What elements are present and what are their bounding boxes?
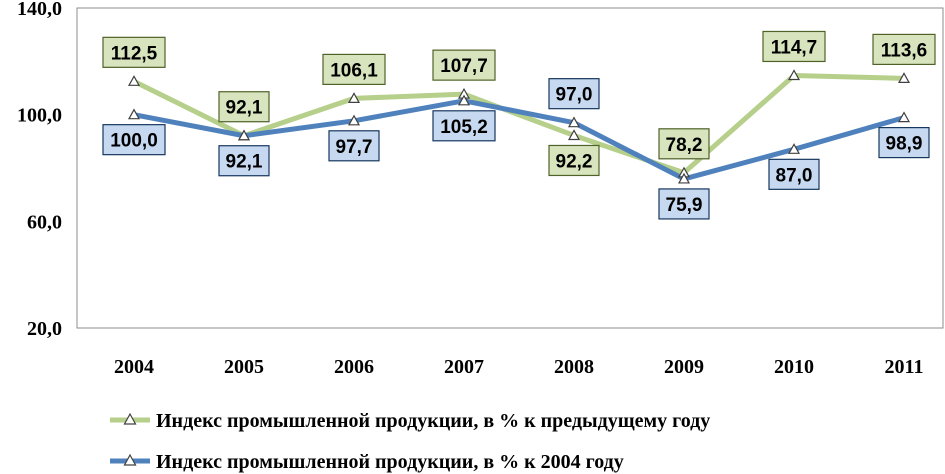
series-2004-line — [131, 98, 907, 182]
series-prev-year-marker — [567, 129, 581, 141]
series-prev-year-data-label: 113,6 — [872, 33, 936, 66]
series-2004-marker — [567, 116, 581, 128]
y-axis-ticks: 20,0 60,0 100,0 140,0 — [17, 0, 62, 340]
x-tick-label: 2009 — [664, 356, 704, 378]
series-2004-data-label: 92,1 — [218, 145, 270, 177]
series-2004-marker — [347, 114, 361, 126]
svg-text:75,9: 75,9 — [666, 195, 703, 216]
x-tick-label: 2011 — [885, 356, 924, 378]
x-tick-label: 2006 — [334, 356, 374, 378]
x-axis-ticks: 2004 2005 2006 2007 2008 2009 2010 2011 — [114, 356, 923, 378]
svg-text:112,5: 112,5 — [111, 43, 158, 64]
svg-text:113,6: 113,6 — [881, 40, 928, 61]
series-prev-year-line — [131, 72, 907, 176]
data-markers — [127, 69, 911, 184]
series-2004-marker — [897, 111, 911, 123]
y-tick-label: 20,0 — [27, 318, 62, 340]
plot-area — [76, 7, 944, 329]
series-2004-marker — [457, 94, 471, 106]
legend-label-2004: Индекс промышленной продукции, в % к 200… — [156, 451, 624, 473]
legend: Индекс промышленной продукции, в % к пре… — [110, 410, 710, 473]
svg-text:97,7: 97,7 — [336, 137, 373, 158]
svg-text:92,2: 92,2 — [556, 151, 593, 172]
x-tick-label: 2008 — [554, 356, 594, 378]
y-tick-label: 60,0 — [27, 211, 62, 233]
svg-text:100,0: 100,0 — [110, 131, 158, 152]
series-2004-data-label: 100,0 — [102, 124, 166, 156]
legend-item-2004: Индекс промышленной продукции, в % к 200… — [110, 451, 624, 473]
series-2004-data-label: 75,9 — [658, 188, 710, 220]
series-prev-year-data-label: 114,7 — [762, 30, 826, 63]
legend-label-prev-year: Индекс промышленной продукции, в % к пре… — [156, 410, 710, 432]
legend-item-prev-year: Индекс промышленной продукции, в % к пре… — [110, 410, 710, 432]
series-2004-marker — [127, 108, 141, 120]
y-tick-label: 140,0 — [17, 0, 62, 20]
series-2004-data-label: 97,7 — [328, 130, 380, 162]
series-2004-data-label: 97,0 — [548, 78, 600, 110]
series-2004-data-label: 98,9 — [878, 126, 930, 159]
series-prev-year-marker — [127, 75, 141, 86]
series-prev-year-marker — [347, 92, 361, 103]
svg-text:105,2: 105,2 — [440, 117, 488, 138]
series-prev-year-data-label: 106,1 — [322, 53, 386, 86]
svg-text:106,1: 106,1 — [330, 60, 378, 81]
svg-text:98,9: 98,9 — [886, 134, 923, 155]
series-prev-year-data-label: 107,7 — [432, 49, 496, 81]
series-prev-year-marker — [787, 69, 801, 81]
x-tick-label: 2007 — [444, 356, 484, 378]
series-lines — [131, 72, 907, 182]
series-prev-year-data-label: 92,2 — [548, 144, 600, 177]
svg-text:78,2: 78,2 — [666, 135, 703, 156]
y-tick-label: 100,0 — [17, 105, 62, 127]
svg-text:87,0: 87,0 — [776, 165, 813, 186]
svg-text:92,1: 92,1 — [226, 152, 263, 173]
x-tick-label: 2010 — [774, 356, 814, 378]
x-tick-label: 2005 — [224, 356, 264, 378]
svg-text:114,7: 114,7 — [771, 37, 818, 58]
series-2004-marker — [677, 172, 691, 184]
series-prev-year-data-label: 112,5 — [102, 36, 166, 68]
series-prev-year-data-label: 92,1 — [218, 91, 270, 123]
svg-text:92,1: 92,1 — [226, 98, 263, 119]
series-prev-year-data-label: 78,2 — [658, 128, 710, 160]
series-2004-marker — [237, 129, 251, 141]
series-2004-data-label: 105,2 — [432, 110, 496, 142]
series-2004-data-label: 87,0 — [768, 158, 820, 190]
svg-text:107,7: 107,7 — [440, 56, 488, 77]
svg-text:97,0: 97,0 — [556, 85, 593, 106]
x-tick-label: 2004 — [114, 356, 154, 378]
series-prev-year-marker — [897, 72, 911, 83]
data-labels: 112,5 100,0 92,1 92,1 106,1 97,7 107,7 105,2 92,… — [102, 30, 936, 220]
series-2004-marker — [787, 143, 801, 154]
